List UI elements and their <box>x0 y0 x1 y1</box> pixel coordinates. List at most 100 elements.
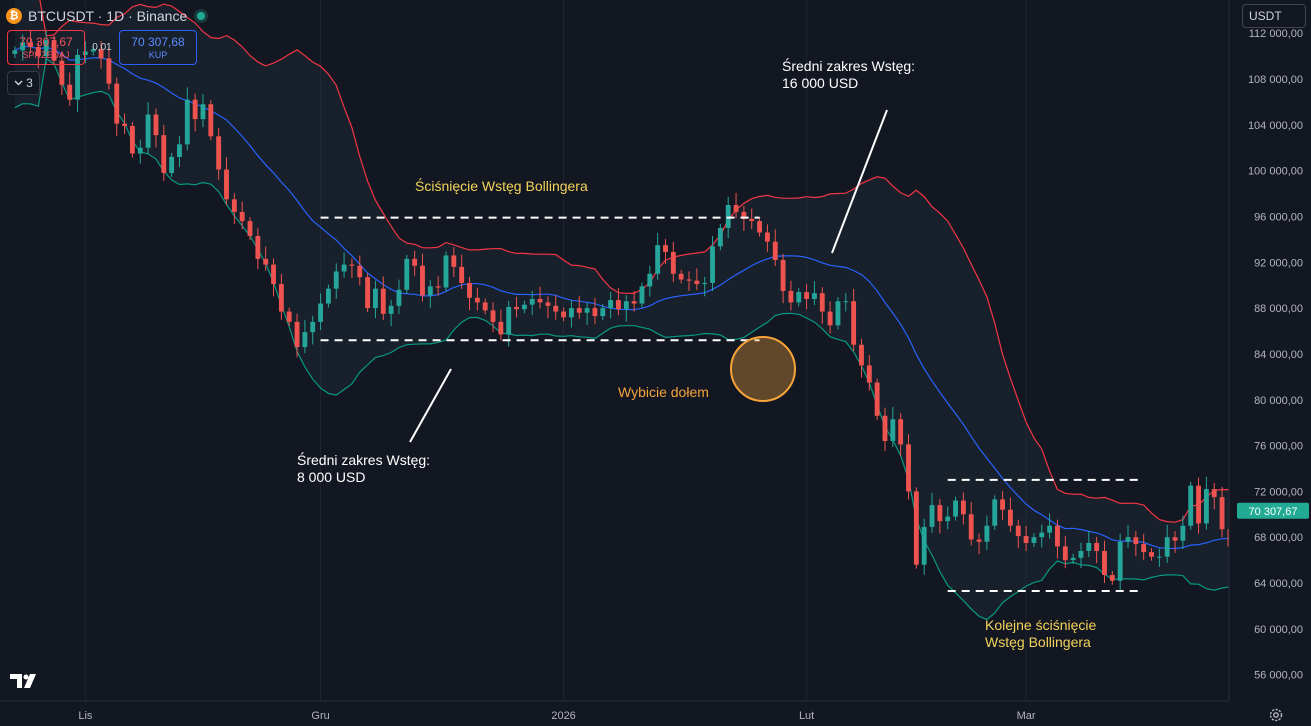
candle-154 <box>1219 486 1225 538</box>
candle-64 <box>514 296 519 318</box>
price-tick-label: 112 000,00 <box>1249 28 1303 40</box>
time-tick-label: Mar <box>1017 710 1036 722</box>
candle-29 <box>239 201 245 230</box>
buy-label: KUP <box>148 50 168 60</box>
candle-94 <box>749 208 755 230</box>
candle-113 <box>898 413 904 457</box>
candle-109 <box>866 355 872 391</box>
candle-body <box>812 293 817 299</box>
candle-body <box>796 292 802 303</box>
candle-body <box>357 265 363 278</box>
candle-19 <box>161 124 167 182</box>
candle-124 <box>984 515 990 550</box>
candle-body <box>976 539 982 542</box>
candle-body <box>302 332 308 348</box>
candle-20 <box>169 152 175 177</box>
candle-body <box>208 104 214 137</box>
sell-price: 70 307,67 <box>19 35 73 49</box>
candle-body <box>396 289 402 306</box>
candle-body <box>310 321 316 333</box>
candle-59 <box>474 287 480 311</box>
candle-52 <box>420 253 425 302</box>
candle-body <box>859 344 864 366</box>
candle-body <box>137 147 143 154</box>
candle-6 <box>59 52 65 95</box>
candle-24 <box>200 94 206 128</box>
candle-body <box>678 273 684 280</box>
candle-16 <box>137 139 143 164</box>
candle-75 <box>600 304 606 321</box>
price-tick-label: 60 000,00 <box>1254 624 1303 636</box>
currency-select[interactable]: USDT <box>1242 4 1306 28</box>
indicators-toggle-button[interactable]: 3 <box>7 71 40 95</box>
candle-body <box>545 302 551 306</box>
price-tick-label: 76 000,00 <box>1254 441 1303 453</box>
candle-body <box>1219 497 1225 530</box>
candle-body <box>1007 509 1013 526</box>
candle-body <box>474 297 480 303</box>
candle-body <box>255 235 261 259</box>
candle-body <box>968 514 974 540</box>
candle-body <box>1156 556 1162 558</box>
tradingview-logo-icon[interactable] <box>10 672 42 690</box>
candle-105 <box>835 297 841 330</box>
candle-27 <box>224 157 229 206</box>
candle-114 <box>906 434 911 500</box>
candle-body <box>514 306 519 310</box>
candle-body <box>906 444 911 492</box>
candle-141 <box>1117 533 1123 591</box>
candle-76 <box>608 291 614 319</box>
candle-body <box>945 516 951 522</box>
candle-133 <box>1055 519 1060 559</box>
sell-button[interactable]: 70 307,67 SPRZEDAJ <box>7 30 85 65</box>
candle-body <box>1203 489 1209 524</box>
candle-body <box>263 258 269 265</box>
candle-body <box>584 308 590 313</box>
price-axis-background <box>1229 0 1311 726</box>
candle-49 <box>396 279 402 314</box>
bollinger-bands <box>14 0 1270 621</box>
candle-39 <box>318 293 323 330</box>
candle-83 <box>663 239 668 265</box>
candle-body <box>271 264 276 285</box>
candle-body <box>835 301 841 326</box>
candle-107 <box>851 288 857 351</box>
candle-body <box>1023 536 1029 543</box>
candle-3 <box>35 40 41 69</box>
candle-118 <box>937 499 943 534</box>
candle-body <box>67 84 73 100</box>
candle-17 <box>145 102 151 154</box>
buy-button[interactable]: 70 307,68 KUP <box>119 30 197 65</box>
candle-body <box>717 227 723 247</box>
candle-38 <box>310 315 316 345</box>
candle-body <box>772 241 778 261</box>
candle-50 <box>404 254 410 294</box>
candle-body <box>278 284 284 312</box>
candle-body <box>161 135 167 173</box>
settings-gear-icon[interactable] <box>1268 707 1284 723</box>
symbol-title[interactable]: BTCUSDT · 1D · Binance <box>28 8 188 24</box>
time-tick-label: Gru <box>311 710 329 722</box>
symbol-header[interactable]: ₿ BTCUSDT · 1D · Binance <box>6 6 206 26</box>
sell-label: SPRZEDAJ <box>22 50 70 60</box>
candle-body <box>757 221 762 233</box>
candle-body <box>482 302 488 311</box>
annotation-squeeze-2: Kolejne ściśnięcie Wstęg Bollingera <box>985 617 1100 650</box>
bollinger-lower-band <box>14 57 1270 621</box>
candle-body <box>725 205 731 228</box>
candle-121 <box>960 492 966 525</box>
candle-body <box>106 58 112 84</box>
candle-30 <box>247 217 253 240</box>
candle-body <box>420 265 425 296</box>
candle-body <box>43 40 49 57</box>
annotation-range-16k: Średni zakres Wstęg: 16 000 USD <box>782 57 919 91</box>
candle-115 <box>913 487 919 569</box>
candle-body <box>75 54 80 100</box>
candle-47 <box>380 276 386 320</box>
candle-147 <box>1164 524 1170 563</box>
price-tick-label: 72 000,00 <box>1254 486 1303 498</box>
candle-body <box>1180 525 1186 541</box>
candle-67 <box>537 286 543 309</box>
